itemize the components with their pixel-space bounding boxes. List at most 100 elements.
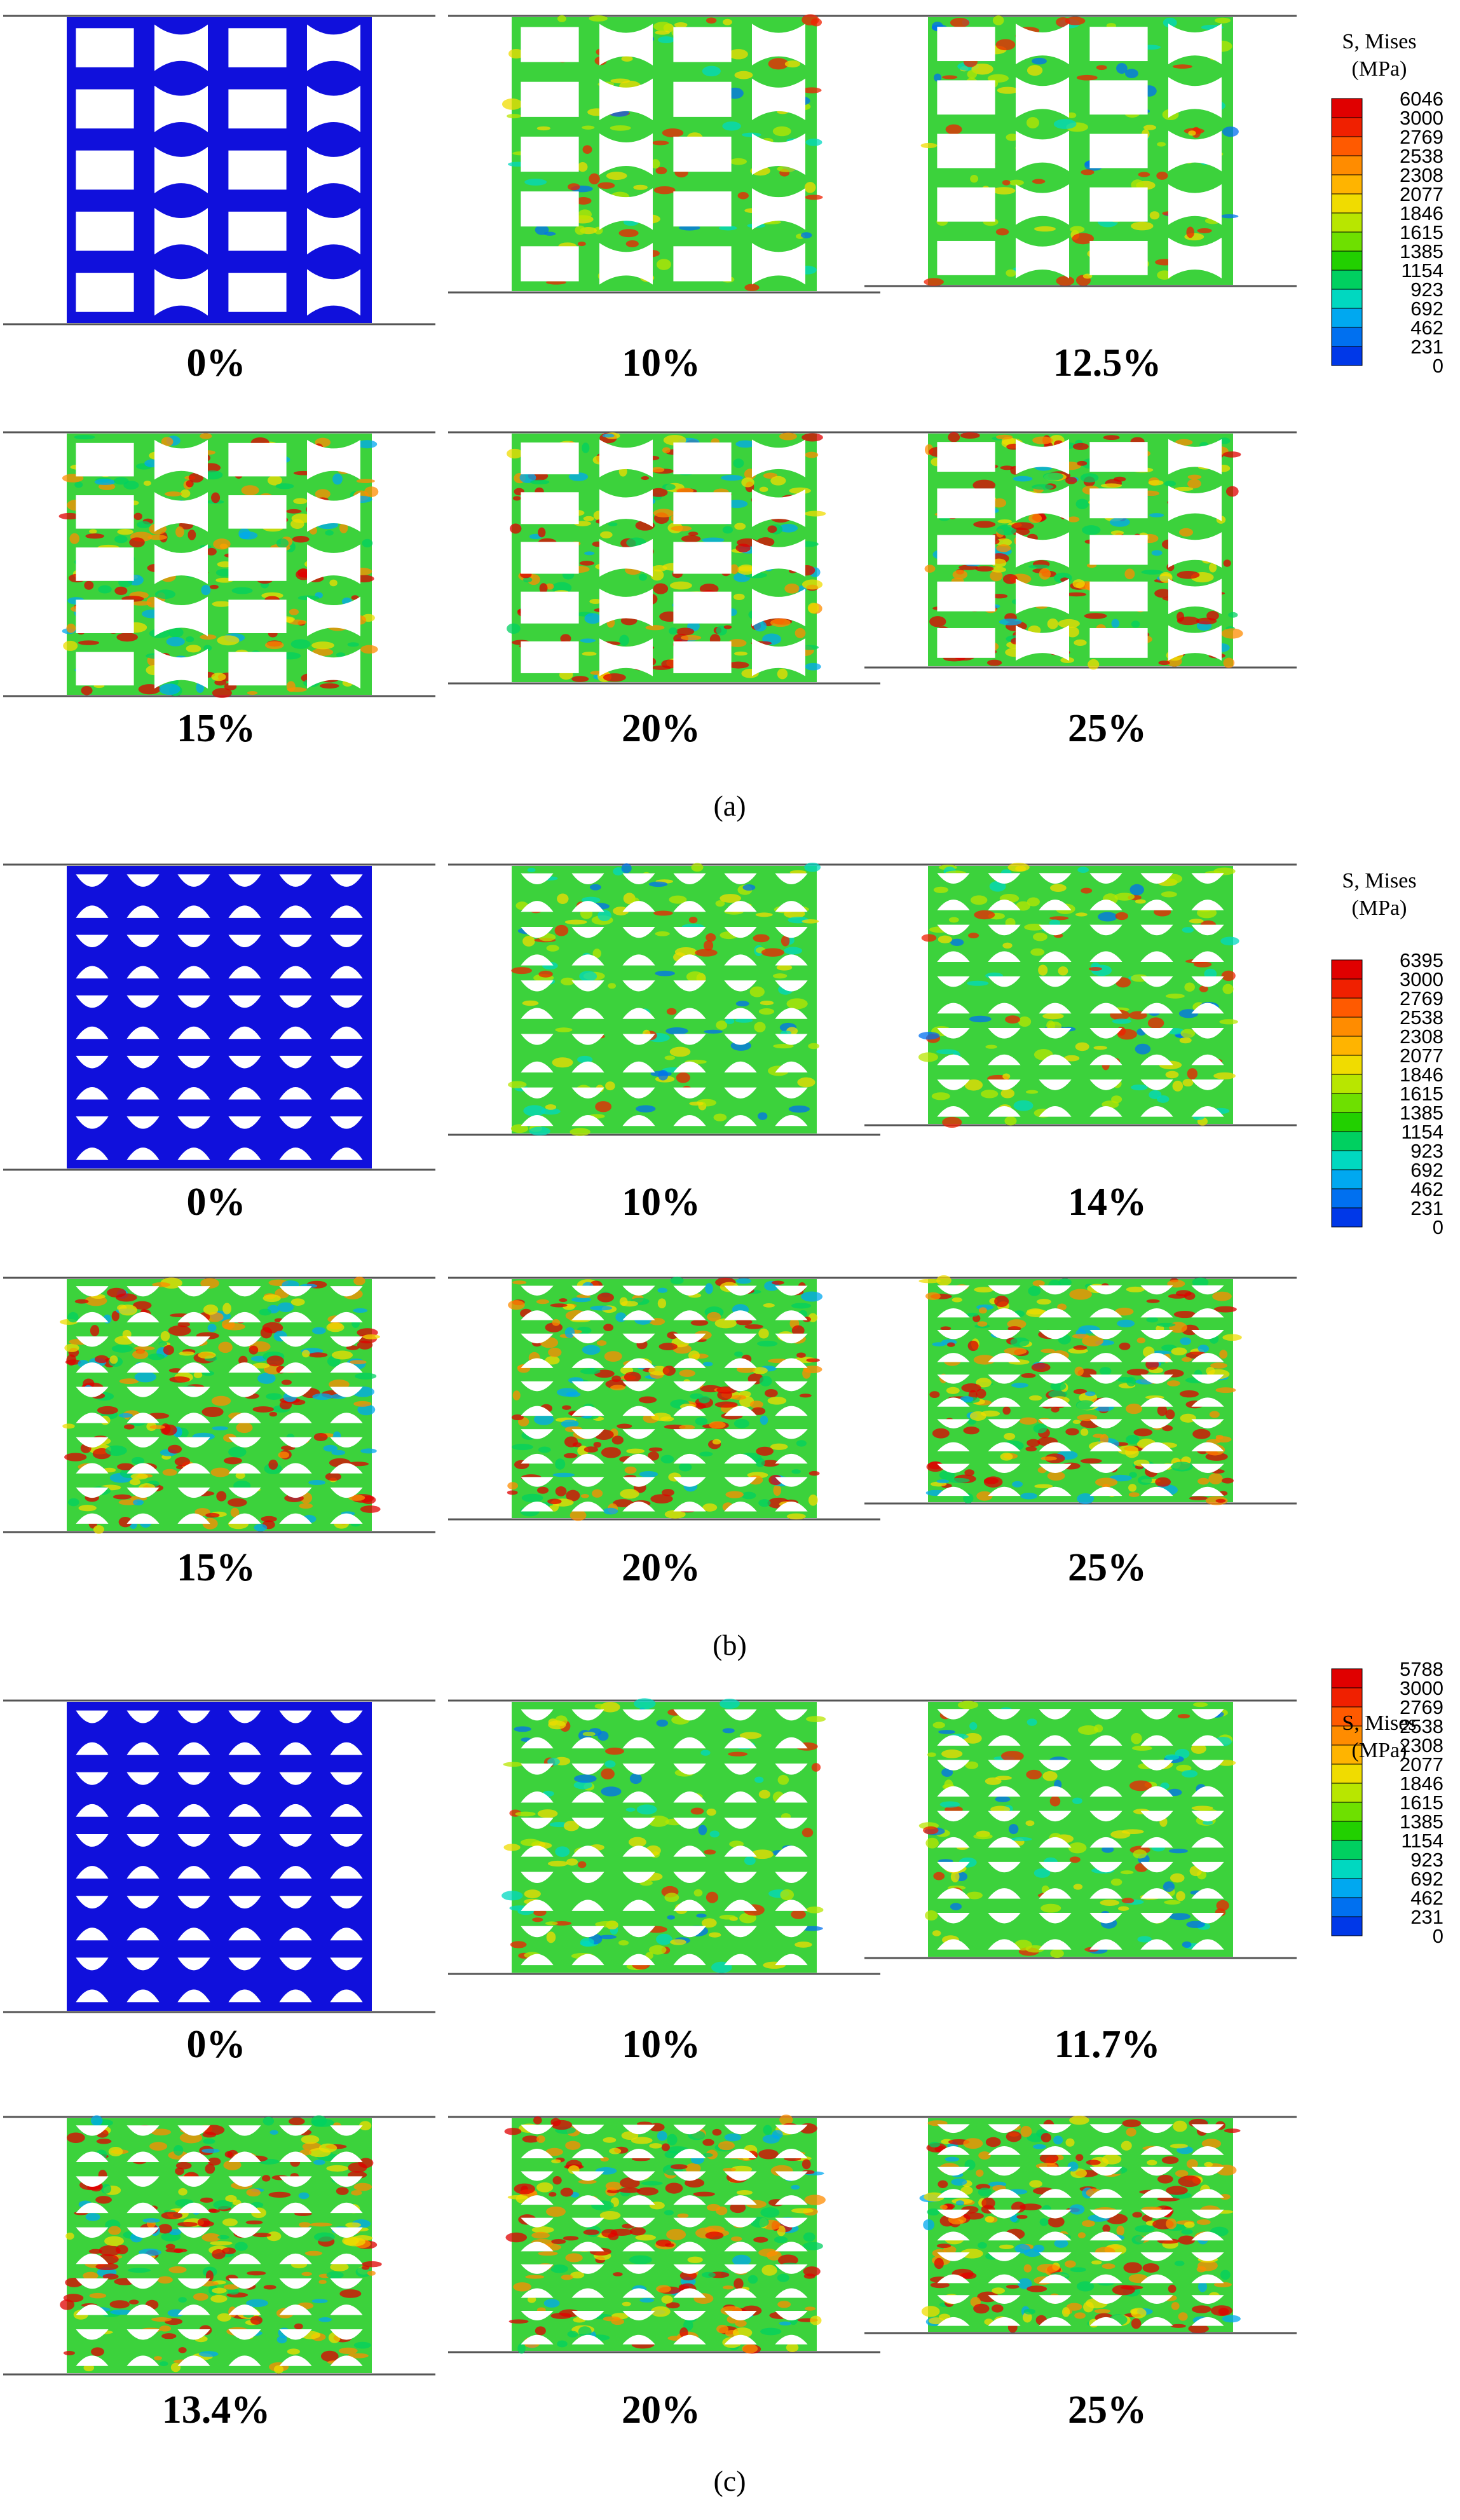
cell-void — [228, 2202, 261, 2214]
stress-contour — [939, 2205, 948, 2210]
stress-contour — [1222, 2315, 1241, 2323]
stress-contour — [936, 2243, 952, 2249]
stress-contour — [702, 537, 725, 543]
stress-contour — [113, 477, 129, 485]
stress-contour — [1111, 1095, 1122, 1104]
stress-contour — [1117, 1319, 1135, 1327]
stress-contour — [1098, 912, 1118, 922]
cell-void — [330, 2202, 363, 2214]
cell-void — [330, 2227, 363, 2238]
cell-void — [1140, 1760, 1173, 1770]
stress-contour — [577, 242, 586, 247]
stress-contour — [304, 2250, 323, 2256]
cell-void — [1140, 1837, 1173, 1848]
stress-contour — [501, 1891, 523, 1901]
cell-void — [1191, 1419, 1224, 1428]
cell-void — [988, 2209, 1021, 2219]
stress-contour — [268, 1460, 278, 1470]
stress-contour — [1157, 1405, 1168, 1416]
stress-contour — [1014, 2243, 1030, 2254]
stress-contour — [1210, 1362, 1227, 1369]
cell-void — [279, 1413, 312, 1423]
stress-contour — [618, 1940, 629, 1946]
stress-contour — [1163, 17, 1177, 28]
stress-contour — [1223, 559, 1231, 567]
cell-void — [177, 2151, 210, 2162]
stress-contour — [735, 1018, 753, 1023]
cell-void — [1191, 2167, 1224, 2176]
stress-contour — [1209, 563, 1217, 573]
stress-contour — [781, 935, 790, 947]
stress-contour — [131, 1456, 145, 1465]
stress-contour — [696, 1914, 707, 1918]
cell-void — [1089, 1397, 1122, 1407]
stress-contour — [209, 2241, 233, 2245]
cell-void — [673, 1872, 706, 1883]
stress-contour — [992, 2287, 1006, 2294]
strain-label: 10% — [622, 1181, 700, 1224]
cell-void — [1039, 2167, 1072, 2176]
stress-contour — [662, 128, 684, 137]
cell-void — [571, 1791, 604, 1803]
legend-tick-label: 2769 — [1400, 126, 1443, 148]
stress-contour — [968, 933, 979, 939]
stress-contour — [1121, 2285, 1143, 2290]
stress-contour — [1067, 112, 1077, 119]
cell-void — [1039, 1442, 1072, 1451]
cell-void — [1039, 1913, 1072, 1924]
stress-contour — [776, 964, 793, 971]
cell-void — [177, 1116, 210, 1129]
stress-contour — [592, 1489, 603, 1498]
cell-void — [177, 1957, 210, 1971]
stress-contour — [1005, 1015, 1021, 1024]
stress-contour — [650, 2306, 671, 2317]
stress-contour — [749, 1400, 763, 1409]
stress-contour — [582, 442, 590, 453]
stress-contour — [118, 1413, 133, 1418]
stress-contour — [332, 473, 343, 485]
stress-contour — [356, 479, 375, 484]
stress-contour — [1076, 74, 1098, 81]
stress-contour — [941, 1768, 953, 1777]
cell-void — [521, 2334, 554, 2345]
cell-void — [1140, 2295, 1173, 2304]
stress-contour — [1118, 1906, 1129, 1911]
cell-void — [521, 2288, 554, 2298]
cell-void — [330, 1387, 363, 1397]
stress-contour — [158, 1341, 168, 1346]
stress-contour — [688, 1350, 700, 1361]
stress-contour — [733, 2278, 744, 2290]
stress-contour — [737, 565, 756, 575]
stress-contour — [117, 1463, 135, 1470]
stress-contour — [1208, 1473, 1223, 1484]
legend-title: S, Mises (MPa) — [1303, 868, 1456, 922]
cell-void — [1016, 237, 1069, 278]
stress-contour — [1066, 626, 1079, 638]
cell-void — [1140, 2146, 1173, 2155]
stress-contour — [604, 1760, 616, 1768]
stress-contour — [345, 2222, 362, 2228]
stress-contour — [955, 2200, 965, 2206]
stress-contour — [160, 1423, 171, 1435]
stress-contour — [158, 2224, 172, 2234]
stress-contour — [1222, 983, 1234, 994]
stress-contour — [360, 1505, 381, 1513]
stress-contour — [723, 625, 732, 629]
stress-contour — [1179, 1037, 1192, 1044]
stress-contour — [536, 2182, 554, 2193]
cell-void — [126, 1463, 160, 1474]
stress-contour — [995, 538, 1013, 547]
stress-contour — [653, 583, 669, 594]
stress-contour — [931, 1092, 950, 1100]
stress-contour — [223, 1323, 245, 1331]
stress-contour — [1006, 269, 1016, 277]
stress-contour — [1072, 1797, 1082, 1804]
stress-contour — [178, 2297, 187, 2303]
stress-contour — [1143, 125, 1157, 130]
stress-contour — [168, 2266, 187, 2273]
cell-void — [622, 2264, 655, 2274]
specimen-body — [67, 1702, 372, 2011]
stress-contour — [1026, 117, 1039, 129]
stress-contour — [1102, 2263, 1115, 2270]
cell-void — [988, 1735, 1021, 1746]
